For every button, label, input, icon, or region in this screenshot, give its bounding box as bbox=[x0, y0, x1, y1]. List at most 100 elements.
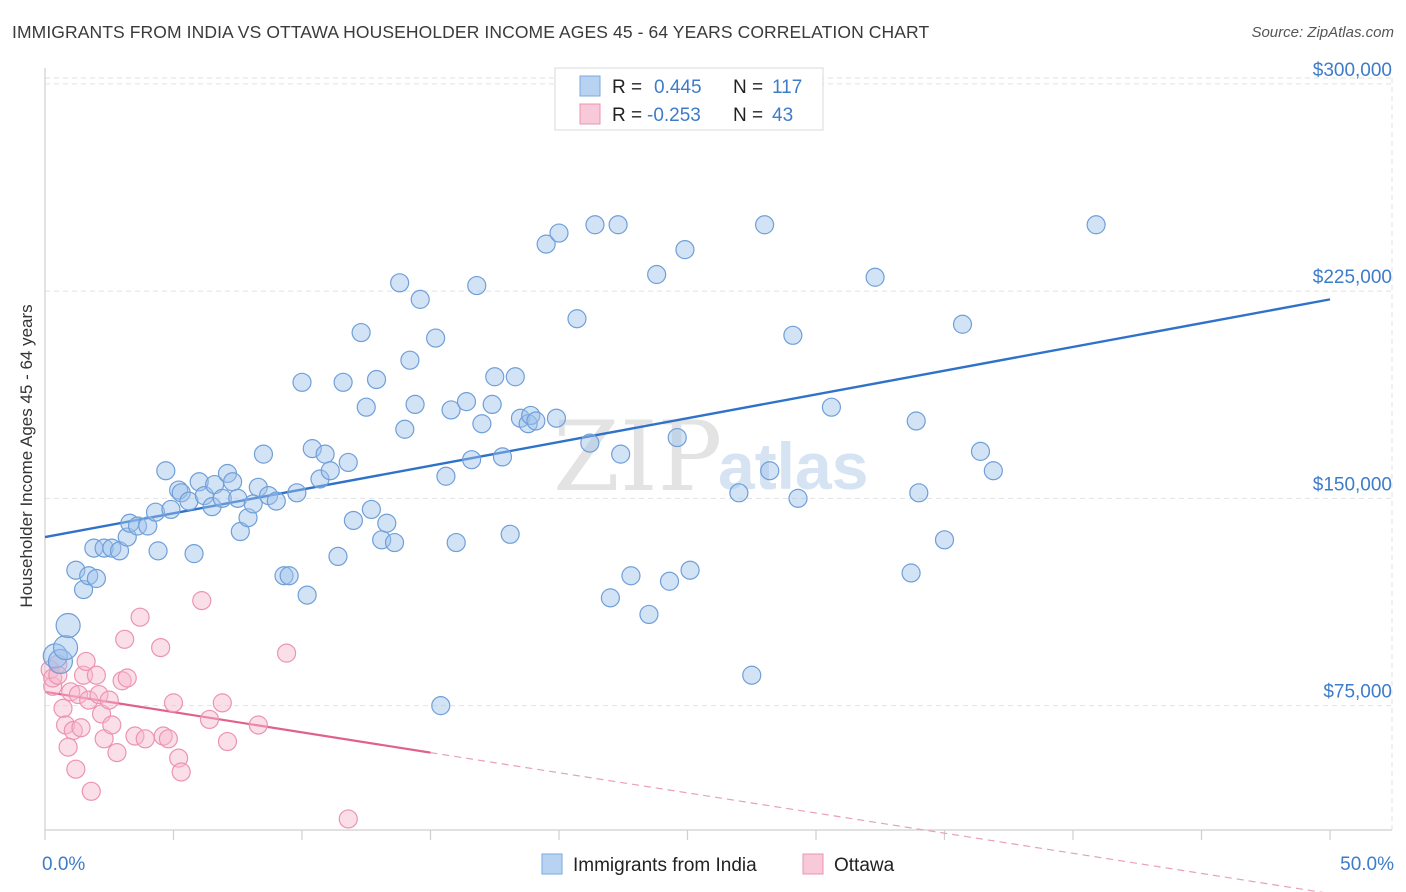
ottawa-point-26 bbox=[130, 607, 150, 627]
ottawa-point-15 bbox=[86, 665, 107, 685]
india-point-16 bbox=[145, 502, 166, 522]
india-point-2 bbox=[52, 634, 79, 661]
ottawa-point-27 bbox=[135, 729, 155, 749]
ottawa-point-24 bbox=[117, 668, 137, 688]
ottawa-point-40 bbox=[338, 809, 358, 829]
india-point-84 bbox=[549, 223, 569, 243]
india-point-48 bbox=[328, 546, 348, 567]
india-point-41 bbox=[287, 483, 307, 503]
ottawa-point-16 bbox=[89, 684, 109, 705]
india-point-10 bbox=[102, 538, 122, 558]
ottawa-point-23 bbox=[115, 629, 135, 649]
ottawa-point-37 bbox=[217, 731, 238, 752]
bottom-legend-swatch-india bbox=[541, 853, 563, 875]
bottom-legend: Immigrants from India Ottawa bbox=[541, 853, 895, 876]
india-point-3 bbox=[55, 612, 81, 639]
india-point-113 bbox=[1086, 215, 1106, 235]
india-point-65 bbox=[431, 696, 451, 716]
india-point-95 bbox=[667, 427, 687, 448]
y-tick-labels: $75,000 $150,000 $225,000 $300,000 bbox=[1313, 60, 1392, 703]
india-point-106 bbox=[901, 563, 921, 583]
india-point-55 bbox=[366, 369, 387, 390]
india-point-42 bbox=[292, 372, 312, 392]
india-point-112 bbox=[983, 461, 1003, 481]
y-tick-label-2: $225,000 bbox=[1313, 267, 1392, 288]
india-point-64 bbox=[426, 328, 446, 348]
legend-swatch-india bbox=[579, 75, 601, 97]
india-point-94 bbox=[659, 571, 680, 591]
india-point-67 bbox=[441, 400, 461, 420]
india-point-86 bbox=[580, 433, 600, 453]
india-point-102 bbox=[783, 325, 803, 345]
india-point-45 bbox=[310, 469, 330, 489]
india-point-47 bbox=[320, 461, 340, 481]
india-point-49 bbox=[333, 372, 353, 392]
axes bbox=[44, 68, 1392, 840]
y-tick-label-0: $75,000 bbox=[1323, 682, 1392, 703]
india-point-53 bbox=[356, 397, 376, 417]
x-tick-label-min: 0.0% bbox=[42, 854, 85, 875]
legend-swatch-ottawa bbox=[579, 103, 601, 125]
india-point-104 bbox=[821, 397, 842, 417]
legend-n-label-india: N = bbox=[733, 77, 763, 98]
india-point-100 bbox=[754, 215, 775, 235]
india-point-21 bbox=[171, 483, 191, 503]
bottom-legend-label-india: Immigrants from India bbox=[573, 855, 757, 876]
india-point-57 bbox=[377, 513, 397, 533]
india-point-52 bbox=[351, 322, 371, 343]
india-point-101 bbox=[760, 461, 780, 481]
ottawa-point-28 bbox=[151, 637, 171, 658]
india-point-23 bbox=[184, 544, 204, 564]
india-point-39 bbox=[274, 566, 294, 586]
india-point-35 bbox=[248, 477, 268, 497]
bottom-legend-swatch-ottawa bbox=[802, 853, 824, 875]
india-point-92 bbox=[639, 604, 659, 625]
india-point-36 bbox=[253, 444, 274, 464]
india-point-66 bbox=[436, 466, 456, 486]
india-point-75 bbox=[492, 447, 513, 467]
series-ottawa bbox=[40, 591, 358, 829]
india-point-89 bbox=[608, 215, 628, 235]
ottawa-point-22 bbox=[112, 671, 132, 691]
india-point-28 bbox=[212, 488, 232, 508]
india-point-1 bbox=[47, 648, 74, 675]
india-point-83 bbox=[546, 408, 567, 428]
ottawa-point-36 bbox=[212, 693, 232, 713]
india-point-61 bbox=[400, 350, 420, 370]
india-point-38 bbox=[266, 491, 286, 511]
ottawa-point-38 bbox=[248, 715, 268, 735]
india-point-70 bbox=[462, 450, 482, 470]
ottawa-point-5 bbox=[53, 698, 73, 719]
india-point-68 bbox=[446, 532, 466, 553]
legend-box: R = 0.445 N = 117 R = -0.253 N = 43 bbox=[554, 67, 824, 131]
series-india bbox=[42, 215, 1106, 716]
india-point-108 bbox=[909, 483, 929, 503]
india-point-74 bbox=[485, 367, 505, 387]
india-point-80 bbox=[521, 405, 541, 426]
bottom-legend-label-ottawa: Ottawa bbox=[834, 855, 895, 876]
ottawa-point-35 bbox=[199, 709, 220, 730]
india-point-91 bbox=[621, 566, 641, 586]
india-point-51 bbox=[343, 510, 363, 531]
india-point-82 bbox=[536, 234, 556, 254]
ottawa-point-12 bbox=[76, 651, 96, 672]
india-point-97 bbox=[680, 560, 700, 580]
ottawa-point-31 bbox=[163, 693, 184, 713]
india-point-46 bbox=[315, 444, 335, 464]
india-point-85 bbox=[567, 309, 587, 329]
ottawa-point-19 bbox=[99, 690, 119, 710]
legend-n-label-ottawa: N = bbox=[733, 105, 763, 126]
india-point-6 bbox=[79, 566, 99, 586]
india-point-107 bbox=[906, 411, 926, 431]
source-label: Source: ZipAtlas.com bbox=[1251, 24, 1394, 41]
x-tick-label-max: 50.0% bbox=[1340, 854, 1394, 875]
ottawa-point-1 bbox=[43, 676, 63, 696]
india-point-9 bbox=[94, 538, 114, 558]
india-point-62 bbox=[405, 394, 425, 414]
trend-lines bbox=[44, 298, 1331, 892]
y-axis-label: Householder Income Ages 45 - 64 years bbox=[17, 304, 36, 607]
ottawa-point-20 bbox=[102, 715, 122, 735]
india-point-30 bbox=[223, 472, 243, 492]
india-point-60 bbox=[395, 419, 415, 439]
